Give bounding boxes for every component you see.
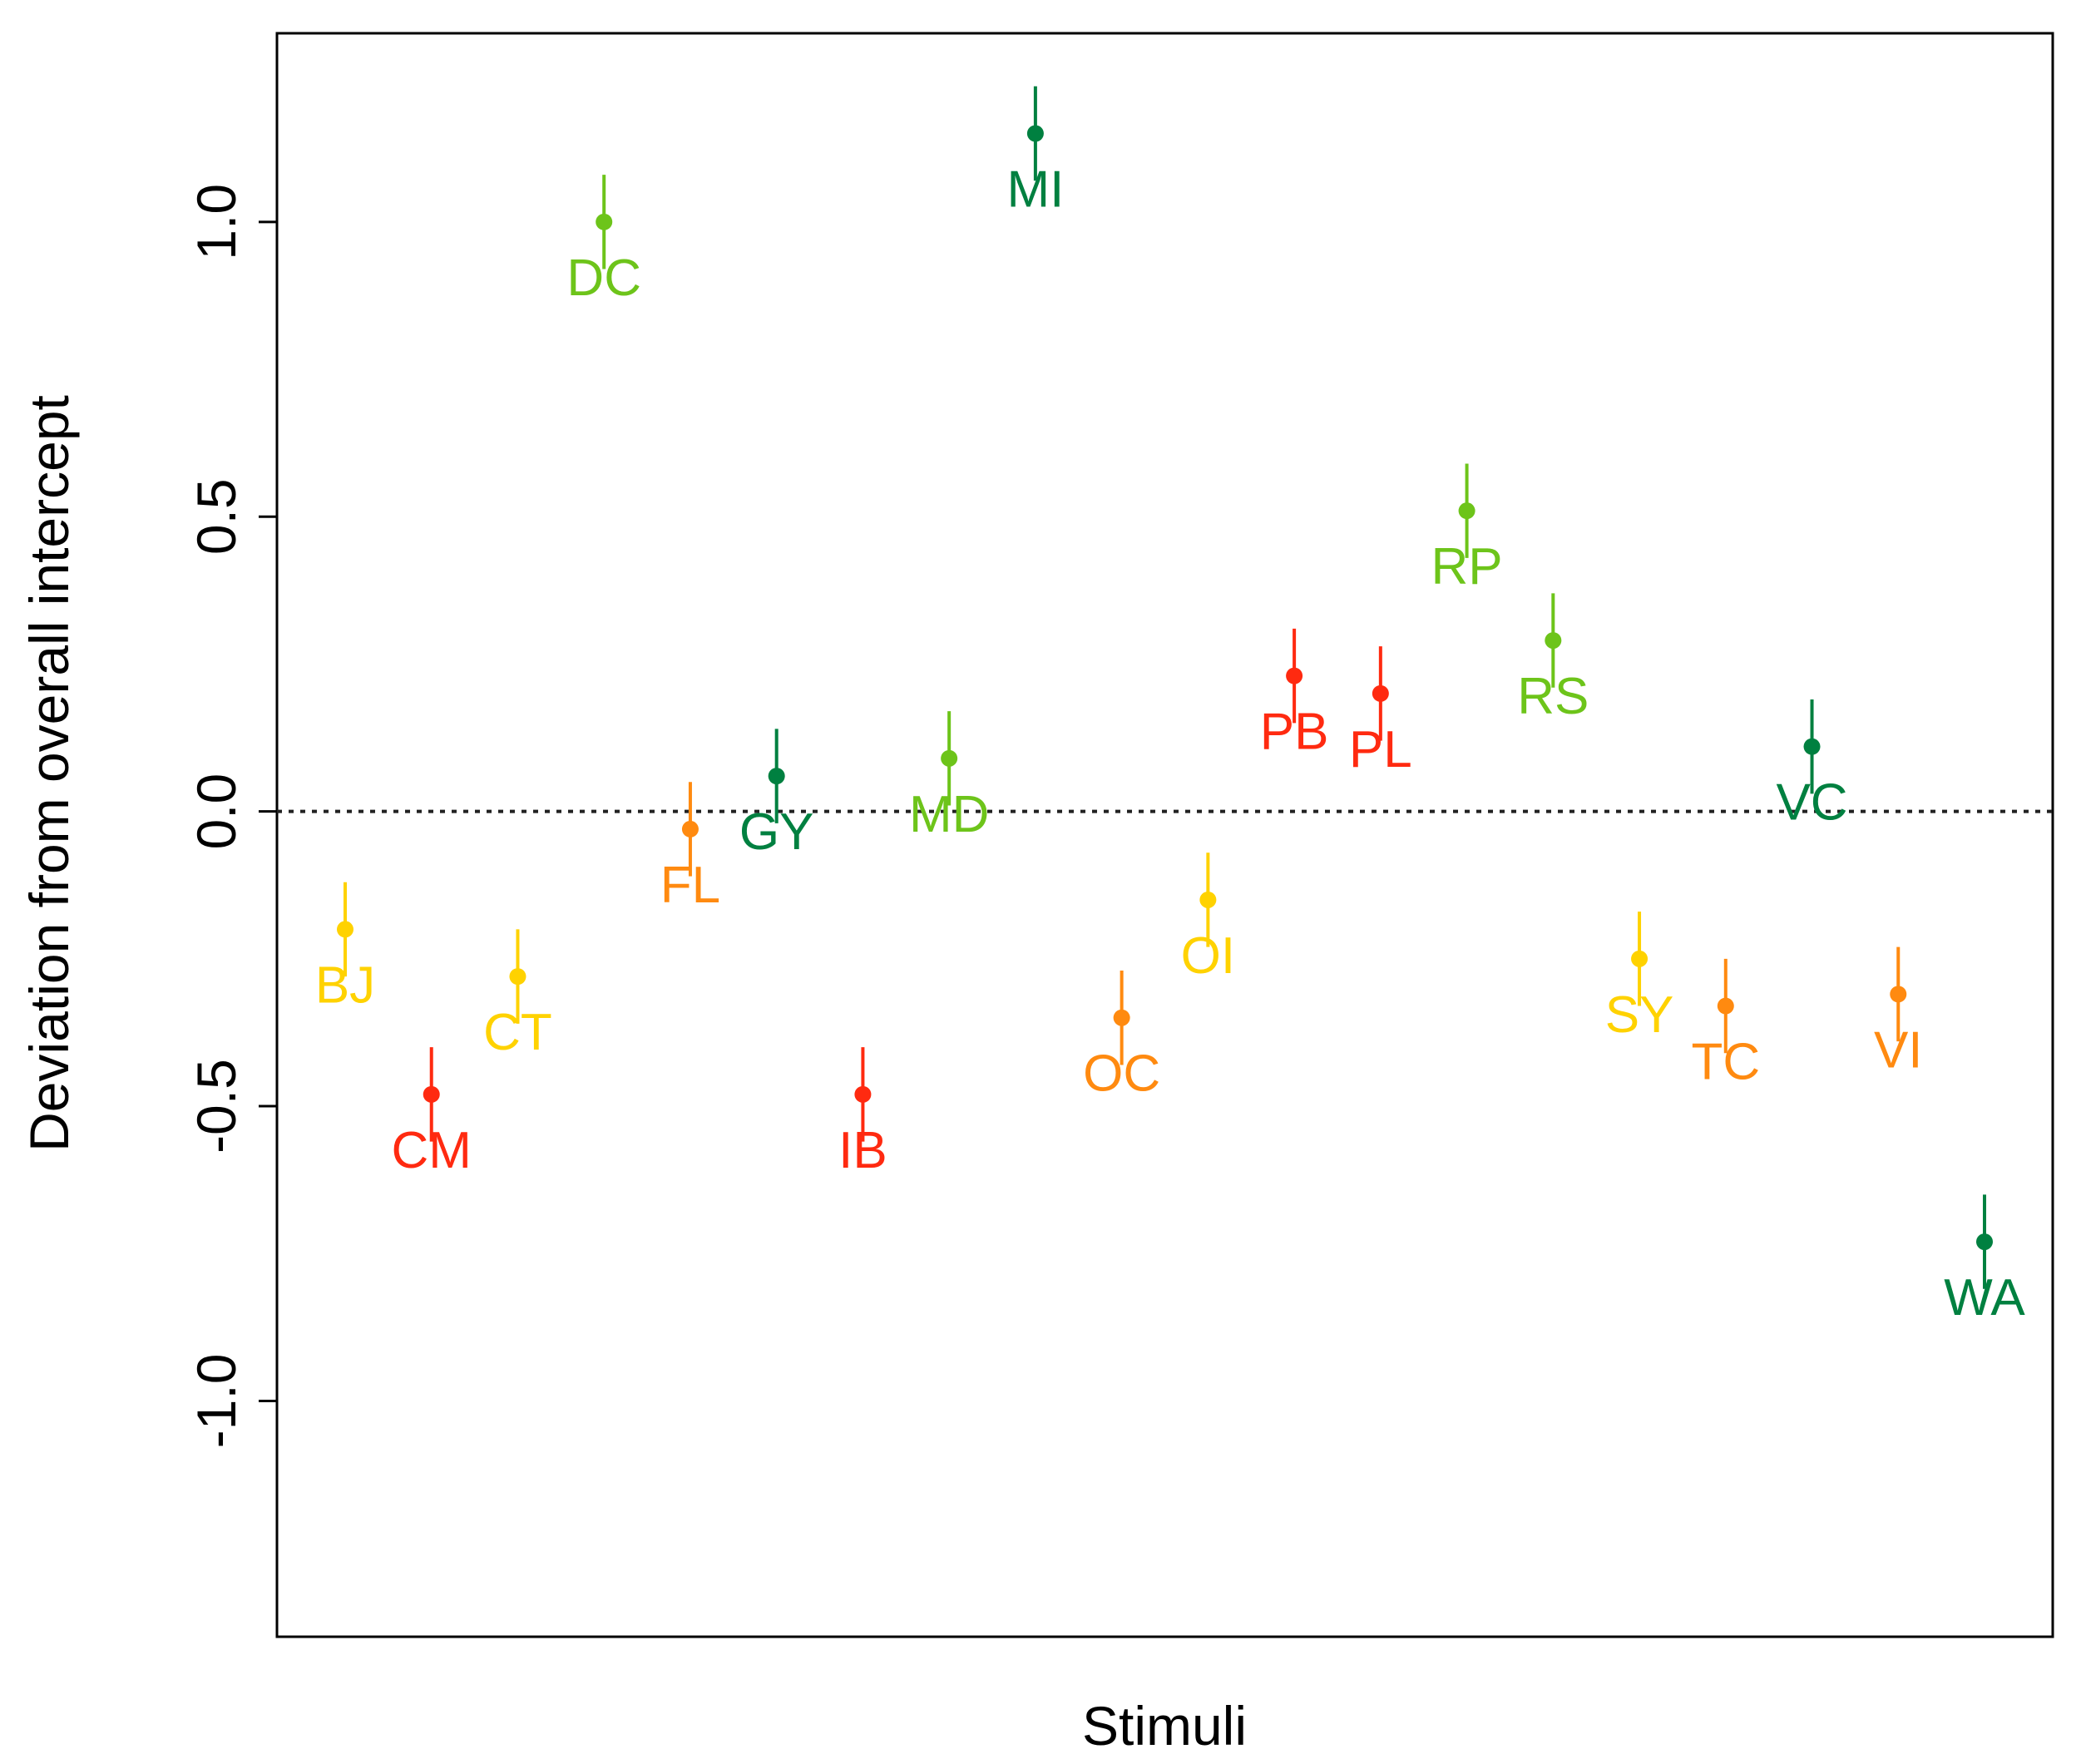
point-marker — [1717, 997, 1734, 1015]
data-point-bj: BJ — [315, 882, 375, 1014]
point-label: DC — [566, 250, 641, 307]
point-marker — [1372, 684, 1389, 702]
point-label: IB — [838, 1122, 887, 1179]
data-point-ct: CT — [483, 929, 552, 1061]
point-label: MD — [909, 786, 989, 843]
data-point-rp: RP — [1431, 463, 1503, 595]
data-point-fl: FL — [660, 782, 720, 914]
point-marker — [1199, 891, 1217, 908]
y-tick-label: -1.0 — [185, 1354, 247, 1449]
data-point-md: MD — [909, 711, 989, 843]
point-label: PL — [1349, 721, 1412, 778]
y-tick-label: 0.0 — [185, 773, 247, 850]
point-marker — [596, 213, 613, 230]
point-label: VC — [1776, 774, 1847, 832]
point-marker — [337, 921, 353, 938]
point-label: CM — [392, 1122, 472, 1179]
x-axis-title: Stimuli — [1082, 1695, 1247, 1757]
data-point-sy: SY — [1605, 912, 1674, 1044]
data-point-tc: TC — [1691, 958, 1760, 1091]
point-marker — [681, 820, 699, 838]
y-tick-label: 0.5 — [185, 478, 247, 555]
data-point-ib: IB — [838, 1047, 887, 1179]
point-marker — [1458, 502, 1475, 520]
point-label: MI — [1006, 161, 1064, 219]
point-marker — [1976, 1233, 1993, 1251]
point-marker — [854, 1085, 872, 1103]
y-axis: -1.0 -0.5 0.0 0.5 1.0 — [185, 184, 277, 1448]
point-label: RP — [1431, 538, 1503, 595]
point-marker — [1026, 125, 1044, 142]
y-tick-label: 1.0 — [185, 184, 247, 260]
data-point-vi: VI — [1874, 946, 1923, 1079]
point-label: WA — [1944, 1269, 2025, 1327]
point-label: TC — [1691, 1034, 1760, 1091]
point-label: VI — [1874, 1021, 1923, 1079]
y-axis-title: Deviation from overall intercept — [18, 395, 80, 1152]
data-point-wa: WA — [1944, 1194, 2025, 1327]
point-marker — [1890, 986, 1907, 1003]
plot-frame — [275, 32, 2054, 1638]
point-label: FL — [660, 857, 720, 914]
data-point-rs: RS — [1517, 593, 1589, 725]
data-point-mi: MI — [1006, 86, 1064, 219]
point-label: CT — [483, 1004, 552, 1061]
point-marker — [509, 968, 526, 986]
point-label: RS — [1517, 668, 1589, 725]
data-point-cm: CM — [392, 1047, 472, 1179]
data-point-oc: OC — [1083, 971, 1160, 1103]
point-marker — [1631, 950, 1648, 967]
data-point-vc: VC — [1776, 699, 1848, 832]
data-point-pl: PL — [1349, 646, 1412, 778]
data-point-gy: GY — [739, 729, 814, 861]
point-label: OC — [1083, 1045, 1160, 1103]
point-label: OI — [1181, 927, 1235, 985]
point-marker — [423, 1085, 440, 1103]
point-marker — [768, 768, 785, 785]
data-point-pb: PB — [1260, 628, 1329, 761]
point-label: SY — [1605, 986, 1674, 1044]
y-tick-label: -0.5 — [185, 1059, 247, 1154]
point-marker — [941, 749, 958, 767]
point-marker — [1545, 632, 1562, 650]
point-label: BJ — [315, 956, 375, 1014]
points-group: BJ CM CT DC FL GY IB MD MI OC OI PB PL RP RS SY TC VC VI WA — [315, 86, 2025, 1327]
data-point-dc: DC — [566, 175, 641, 307]
point-marker — [1113, 1009, 1130, 1026]
point-marker — [1286, 667, 1303, 684]
data-point-oi: OI — [1181, 852, 1235, 985]
point-label: GY — [739, 803, 814, 861]
point-label: PB — [1260, 704, 1329, 761]
point-marker — [1803, 738, 1821, 755]
